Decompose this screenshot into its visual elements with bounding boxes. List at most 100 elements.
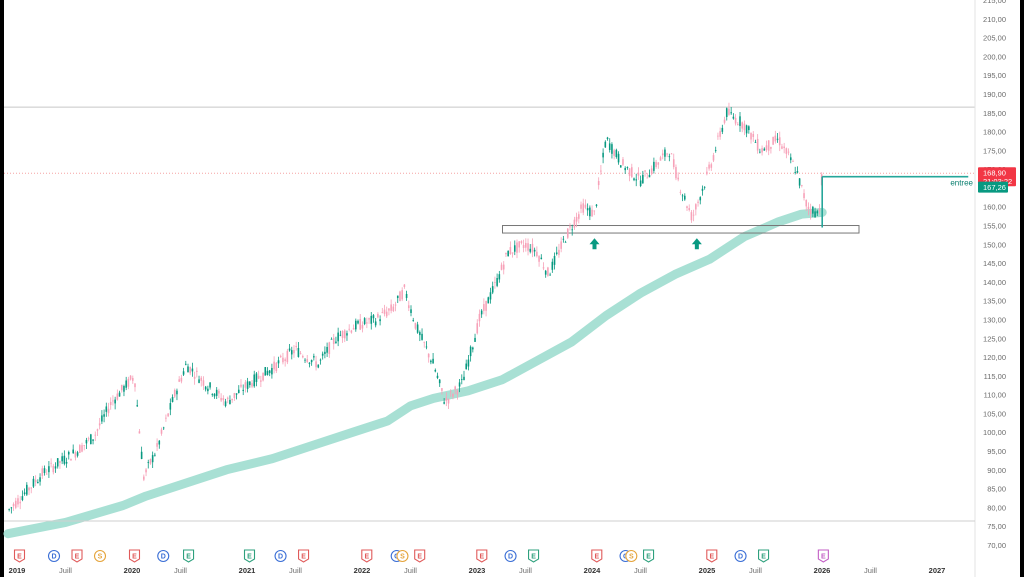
event-badge-div[interactable]: D [274,549,287,563]
event-badge-earn[interactable]: E [298,549,310,563]
candle-body [390,304,392,311]
candle-body [410,309,412,313]
candle-body [770,146,772,149]
candle-body [26,484,28,495]
candle-body [637,172,640,176]
y-tick-label: 70,00 [987,541,1006,550]
y-tick-label: 150,00 [983,240,1006,249]
event-badge-shape [183,549,195,563]
candle-body [792,161,794,162]
event-badge-split[interactable]: S [93,549,107,563]
event-badge-earn2[interactable]: E [643,549,655,563]
event-badge-div[interactable]: D [47,549,61,563]
candle-body [346,333,348,336]
candle-body [538,256,540,262]
candle-body [167,413,169,417]
candle-body [118,392,121,397]
candle-body [237,389,240,393]
candle-body [513,245,516,252]
candle-body [154,454,156,456]
candle-body [191,368,194,372]
candle-body [116,393,119,400]
event-badge-label: E [75,554,80,561]
candle-body [284,359,286,362]
event-badge-earn2[interactable]: E [183,549,195,563]
event-badge-earn[interactable]: E [414,549,426,563]
candle-body [681,195,684,197]
event-badge-label: D [51,554,56,561]
candle-body [74,452,77,458]
candle-body [467,359,470,367]
event-badge-earn[interactable]: E [706,549,718,563]
event-badge-earn[interactable]: E [591,549,603,563]
support-zone[interactable] [502,225,860,234]
candle-body [560,241,562,249]
candle-body [750,133,752,140]
event-badge-split[interactable]: S [625,549,638,563]
candle-body [505,252,507,255]
x-tick-label: 2024 [584,566,602,575]
candle-body [805,200,808,207]
candle-body [419,332,421,336]
candle-body [138,431,141,434]
event-badge-div[interactable]: D [734,549,747,563]
candle-body [381,312,384,313]
event-badge-earn[interactable]: E [128,549,141,563]
event-badge-earn[interactable]: E [361,549,373,563]
event-badge-split[interactable]: S [396,549,409,563]
event-badge-earn2[interactable]: E [243,549,256,563]
candle-body [297,347,300,357]
event-badge-div[interactable]: D [157,549,170,563]
event-badge-future[interactable]: E [817,549,829,563]
candle-body [213,393,216,397]
candle-body [679,191,682,193]
candle-body [787,151,790,153]
event-badge-earn[interactable]: E [71,549,83,563]
x-tick-label: Juill [864,566,877,575]
candle-body [229,399,231,405]
candle-body [109,401,112,406]
event-badge-earn[interactable]: E [13,549,26,563]
candle-body [140,451,143,459]
event-badge-label: S [98,554,103,561]
candle-body [156,443,158,447]
event-badge-circle [396,549,409,563]
candle-body [668,156,671,158]
candle-body [421,333,423,340]
event-badge-earn[interactable]: E [476,549,488,563]
y-tick-label: 175,00 [983,146,1006,155]
candle-body [502,264,505,270]
candle-body [8,509,10,511]
event-badge-earn2[interactable]: E [758,549,770,563]
candle-body [531,243,534,253]
candle-body [295,345,297,348]
current-price-countdown: 21:03:22 [983,177,1012,186]
candle-body [672,159,675,168]
event-badge-earn2[interactable]: E [528,549,540,563]
candle-body [427,353,430,358]
y-tick-label: 195,00 [983,71,1006,80]
candle-body [578,214,580,219]
candle-body [366,322,368,324]
candle-body [776,138,779,140]
event-badge-label: E [132,554,137,561]
event-badge-div[interactable]: D [504,549,517,563]
event-badge-shape [643,549,655,563]
candle-body [763,148,766,151]
candle-body [249,381,251,386]
candle-body [127,378,130,387]
candle-body [96,429,99,431]
candle-body [131,377,134,381]
candle-body [45,473,48,475]
candle-body [520,241,523,244]
candle-body [339,334,342,336]
candle-body [664,149,666,157]
candle-body [310,359,313,363]
candle-body [207,388,209,392]
y-tick-label: 200,00 [983,52,1006,61]
candle-body [818,209,821,211]
candle-body [149,458,152,464]
candle-body [628,168,631,176]
candle-body [547,267,549,276]
